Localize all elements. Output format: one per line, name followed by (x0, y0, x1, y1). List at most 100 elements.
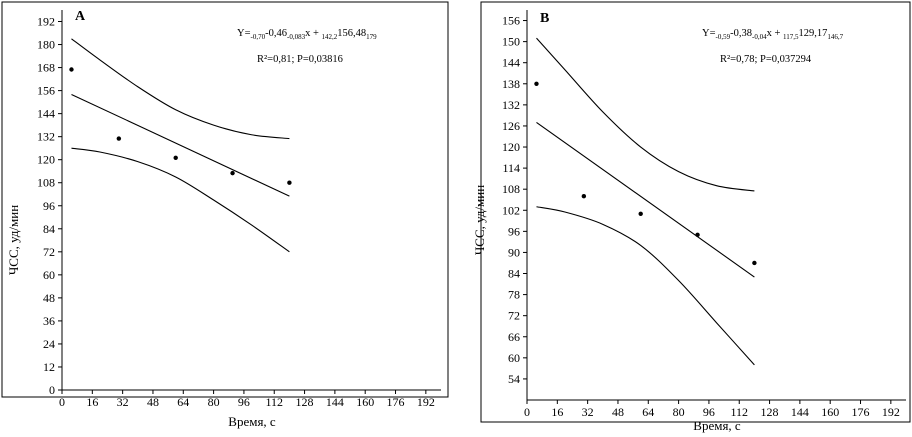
panel-b-x-tick-label: 192 (882, 405, 900, 419)
panel-a-x-tick-label: 160 (356, 395, 374, 409)
panel-a-y-tick-label: 168 (37, 61, 55, 75)
panel-b-x-tick-label: 80 (673, 405, 685, 419)
panel-b-y-tick-label: 102 (502, 203, 520, 217)
panel-b-y-tick-label: 150 (502, 35, 520, 49)
panel-b-x-tick-label: 32 (582, 405, 594, 419)
panel-b-x-tick-label: 160 (821, 405, 839, 419)
panel-a-x-ticks: 0 16 32 48 64 80 96 112 128 144 160 176 192 (59, 390, 435, 409)
panel-b-data-point (695, 232, 700, 238)
panel-a-stats: R²=0,81; P=0,03816 (257, 54, 343, 65)
panel-a-y-tick-label: 12 (43, 360, 55, 374)
panel-a-x-tick-label: 192 (417, 395, 435, 409)
panel-a-equation-part: -0,70 (251, 33, 266, 41)
panel-b-x-tick-label: 144 (791, 405, 809, 419)
panel-b-y-tick-label: 60 (508, 351, 520, 365)
panel-b-x-tick-label: 0 (524, 405, 530, 419)
panel-b-x-label: Время, с (693, 418, 741, 433)
panel-b-x-tick-label: 176 (852, 405, 870, 419)
panel-b-y-tick-label: 126 (502, 119, 520, 133)
panel-a-y-ticks: 0 12 24 36 48 60 72 84 96 108 120 132 144 156 168 180 19… (37, 15, 62, 397)
panel-b-regression-line (536, 121, 755, 278)
panel-b-equation-part: Y= (702, 28, 716, 39)
panel-a-x-tick-label: 128 (296, 395, 314, 409)
panel-a-equation-part: Y= (237, 28, 251, 39)
panel-a-y-tick-label: 180 (37, 38, 55, 52)
panel-b-data-point (534, 81, 539, 86)
panel-b-equation-part: -0,59 (716, 33, 731, 41)
panel-a-x-tick-label: 0 (59, 395, 65, 409)
panel-b-points (534, 81, 757, 266)
panel-b-equation-part: 129,17 (799, 28, 828, 39)
panel-b-y-tick-label: 144 (502, 56, 520, 70)
panel-b-equation-part: -0,04 (752, 33, 767, 41)
panel-a-x-tick-label: 16 (86, 395, 98, 409)
panel-a-x-tick-label: 64 (177, 395, 189, 409)
panel-b-equation-part: x + (767, 28, 783, 39)
panel-b-x-tick-label: 16 (551, 405, 563, 419)
panel-a-data-point (116, 136, 122, 141)
panel-b-y-tick-label: 120 (502, 140, 520, 154)
panel-a-y-label: ЧСС, уд/мин (6, 205, 21, 275)
panel-a-x-label: Время, с (228, 414, 276, 429)
panel-a-x-tick-label: 112 (265, 395, 283, 409)
panel-b-equation: Y=-0,59-0,38-0,04x + 117,5129,17146,7 (702, 28, 844, 41)
panel-a-curves (71, 38, 290, 253)
panel-a-equation-part: 156,48 (337, 28, 366, 39)
panel-a-x-tick-label: 176 (387, 395, 405, 409)
panel-a-equation-part: 142,2 (322, 33, 338, 41)
panel-a-y-tick-label: 60 (43, 268, 55, 282)
panel-b-y-ticks: 54 60 66 72 78 84 90 96 102 108 114 120 126 132 138 144… (502, 14, 527, 386)
panel-a-y-tick-label: 72 (43, 245, 55, 259)
panel-b-equation-part: -0,38 (730, 28, 752, 39)
panel-a-data-point (69, 67, 74, 72)
panel-b-data-point (581, 194, 587, 199)
panel-a-upper-confidence-band (71, 38, 290, 140)
panel-a-equation-part: -0,083 (287, 33, 306, 41)
panel-b-x-tick-label: 48 (612, 405, 624, 419)
panel-b-y-tick-label: 156 (502, 14, 520, 28)
panel-b-equation-part: 146,7 (827, 33, 843, 41)
panel-b-x-tick-label: 64 (642, 405, 654, 419)
panel-a-x-tick-label: 144 (326, 395, 344, 409)
panel-a-equation-part: x + (305, 28, 321, 39)
panel-b-y-tick-label: 78 (508, 288, 520, 302)
panel-a-y-tick-label: 144 (37, 107, 55, 121)
panel-a-frame (1, 1, 449, 398)
panel-a-data-point (287, 180, 292, 185)
panel-a-label: A (75, 9, 86, 24)
panel-b-y-tick-label: 72 (508, 309, 520, 323)
panel-a-y-tick-label: 108 (37, 176, 55, 190)
panel-a: 0 16 32 48 64 80 96 112 128 144 160 176 192 0 12 24 36 4… (1, 1, 449, 429)
panel-a-equation-part: 179 (366, 33, 377, 41)
panel-b-y-tick-label: 108 (502, 182, 520, 196)
panel-b-y-tick-label: 96 (508, 224, 520, 238)
panel-b-x-tick-label: 96 (703, 405, 715, 419)
panel-b-data-point (638, 211, 643, 216)
panel-b-x-tick-label: 112 (730, 405, 748, 419)
panel-a-y-tick-label: 48 (43, 291, 55, 305)
panel-a-y-tick-label: 24 (43, 337, 55, 351)
panel-b-stats: R²=0,78; P=0,037294 (720, 54, 812, 65)
panel-a-regression-line (71, 93, 290, 197)
panel-b-label: B (540, 11, 549, 26)
panel-a-x-tick-label: 80 (208, 395, 220, 409)
panel-a-x-tick-label: 96 (238, 395, 250, 409)
panel-a-y-tick-label: 156 (37, 84, 55, 98)
panel-b: 0 16 32 48 64 80 96 112 128 144 160 176 192 54 60 66 72… (472, 1, 911, 433)
panel-a-y-tick-label: 132 (37, 130, 55, 144)
panel-b-y-label: ЧСС, уд/мин (472, 185, 487, 255)
panel-b-y-tick-label: 132 (502, 98, 520, 112)
panel-b-y-tick-label: 138 (502, 77, 520, 91)
panel-b-frame (480, 1, 911, 423)
panel-a-y-tick-label: 36 (43, 314, 55, 328)
panel-a-lower-confidence-band (71, 147, 290, 253)
panel-a-y-tick-label: 192 (37, 15, 55, 29)
panel-b-equation-part: 117,5 (783, 33, 799, 41)
panel-b-y-tick-label: 90 (508, 245, 520, 259)
panel-b-data-point (752, 260, 757, 266)
panel-b-y-tick-label: 54 (508, 372, 520, 386)
panel-a-points (69, 67, 292, 185)
panel-b-y-tick-label: 84 (508, 267, 520, 281)
panel-b-upper-confidence-band (536, 37, 755, 192)
